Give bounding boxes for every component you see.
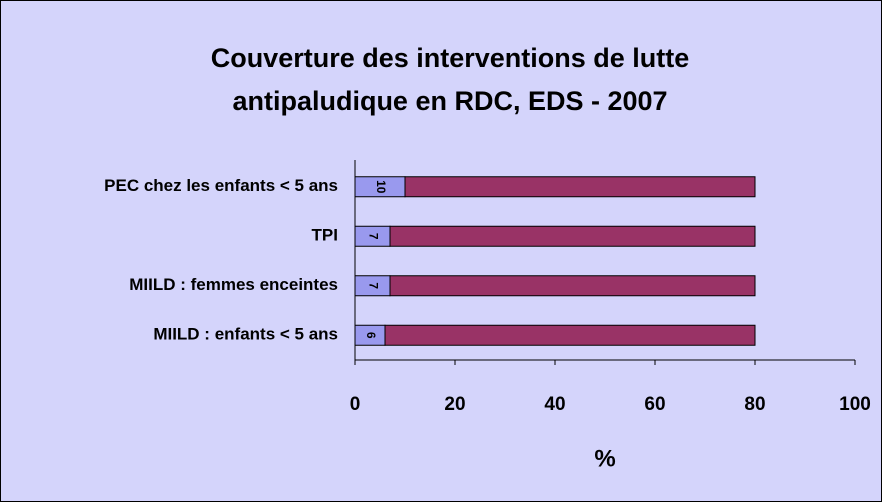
data-label: 7 xyxy=(366,282,380,289)
y-tick-label: MIILD : femmes enceintes xyxy=(129,275,338,294)
y-tick-label: MIILD : enfants < 5 ans xyxy=(153,325,338,344)
y-tick-label: PEC chez les enfants < 5 ans xyxy=(104,176,338,195)
x-tick-label: 60 xyxy=(644,394,665,415)
data-label: 10 xyxy=(374,180,388,194)
bar-segment xyxy=(389,275,756,297)
y-tick-label: TPI xyxy=(312,226,338,245)
chart-title: antipaludique en RDC, EDS - 2007 xyxy=(232,86,667,116)
bar-segment xyxy=(384,324,756,346)
x-tick-label: 40 xyxy=(544,394,565,415)
x-tick-label: 80 xyxy=(744,394,765,415)
x-tick-label: 0 xyxy=(350,394,361,415)
x-axis-label: % xyxy=(594,445,615,472)
chart-title: Couverture des interventions de lutte xyxy=(211,43,690,73)
x-tick-label: 20 xyxy=(444,394,465,415)
data-label: 7 xyxy=(366,233,380,240)
x-tick-label: 100 xyxy=(839,394,871,415)
bar-segment xyxy=(389,225,756,247)
data-label: 6 xyxy=(364,332,378,339)
bar-segment xyxy=(404,176,756,198)
